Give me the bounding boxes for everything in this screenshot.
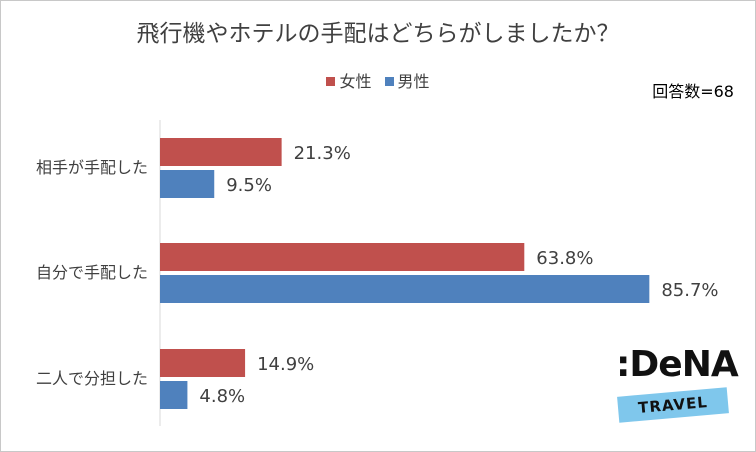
bar-female bbox=[160, 138, 282, 166]
data-label: 4.8% bbox=[199, 386, 245, 407]
bar-female bbox=[160, 243, 525, 271]
logo-ribbon: TRAVEL bbox=[617, 387, 729, 423]
data-label: 85.7% bbox=[661, 280, 718, 301]
legend-label-male: 男性 bbox=[397, 72, 430, 91]
respondent-count: 回答数=68 bbox=[652, 82, 734, 101]
legend-swatch-male bbox=[384, 77, 394, 86]
chart-title: 飛行機やホテルの手配はどちらがしましたか？ bbox=[136, 21, 620, 47]
dena-travel-logo: :DeNA TRAVEL bbox=[606, 344, 746, 434]
legend-label-female: 女性 bbox=[339, 72, 372, 91]
bar-male bbox=[160, 170, 215, 198]
category-label: 相手が手配した bbox=[36, 158, 148, 177]
data-label: 14.9% bbox=[257, 354, 314, 375]
legend-item-female: 女性 bbox=[326, 68, 371, 92]
data-label: 63.8% bbox=[536, 248, 593, 269]
logo-wordmark: :DeNA bbox=[616, 344, 739, 385]
category-label: 自分で手配した bbox=[36, 263, 148, 282]
bar-male bbox=[160, 381, 188, 409]
legend-item-male: 男性 bbox=[384, 68, 430, 92]
bar-female bbox=[160, 349, 246, 377]
category-label: 二人で分担した bbox=[36, 369, 148, 388]
data-label: 21.3% bbox=[294, 143, 351, 164]
legend-swatch-female bbox=[326, 77, 336, 86]
bar-male bbox=[160, 275, 650, 303]
chart-legend: 女性 男性 bbox=[0, 68, 756, 92]
data-label: 9.5% bbox=[226, 175, 272, 196]
